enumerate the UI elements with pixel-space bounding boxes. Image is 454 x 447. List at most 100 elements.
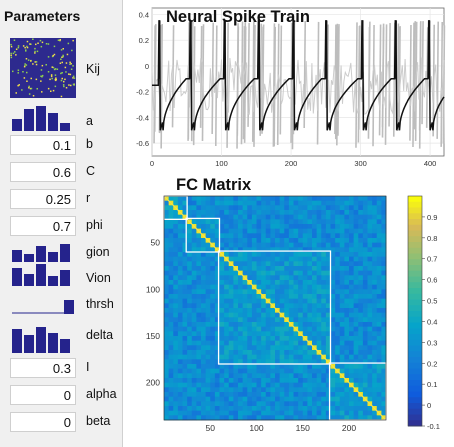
fc-cell — [214, 401, 220, 407]
fc-cell — [339, 242, 345, 248]
spike-train-plot[interactable]: 0.40.20-0.2-0.4-0.60 100 200 300 400 — [124, 0, 454, 176]
fc-cell — [372, 275, 378, 281]
fc-cell — [265, 322, 271, 328]
fc-cell — [196, 289, 202, 295]
fc-cell — [187, 345, 193, 351]
fc-cell — [307, 345, 313, 351]
fc-cell — [284, 308, 290, 314]
fc-cell — [168, 317, 174, 323]
fc-cell — [275, 242, 281, 248]
b-input[interactable]: 0.1 — [10, 135, 76, 155]
vion-histogram[interactable] — [10, 262, 76, 286]
fc-cell — [362, 275, 368, 281]
fc-cell — [228, 200, 234, 206]
phi-input[interactable]: 0.7 — [10, 216, 76, 236]
fc-cell — [307, 289, 313, 295]
fc-cell — [325, 214, 331, 220]
fc-cell — [270, 368, 276, 374]
fc-cell — [321, 228, 327, 234]
fc-cell — [376, 322, 382, 328]
fc-cell — [316, 364, 322, 370]
fc-cell — [265, 387, 271, 393]
a-histogram[interactable] — [10, 103, 76, 131]
fc-cell — [270, 214, 276, 220]
fc-cell — [228, 238, 234, 244]
fc-cell — [298, 294, 304, 300]
fc-cell — [293, 312, 299, 318]
fc-cell — [251, 406, 257, 412]
fc-cell — [164, 368, 170, 374]
fc-cell — [205, 252, 211, 258]
fc-cell — [205, 312, 211, 318]
fc-cell — [173, 284, 179, 290]
fc-cell — [335, 373, 341, 379]
fc-cell — [251, 382, 257, 388]
fc-cell — [205, 261, 211, 267]
fc-cell — [372, 298, 378, 304]
fc-cell — [381, 294, 387, 300]
fc-cell — [344, 382, 350, 388]
r-input[interactable]: 0.25 — [10, 189, 76, 209]
thrsh-histogram[interactable] — [10, 292, 76, 314]
fc-cell — [187, 256, 193, 262]
fc-cell — [224, 289, 230, 295]
fc-cell — [325, 196, 331, 202]
fc-cell — [362, 224, 368, 230]
fc-cell — [164, 326, 170, 332]
fc-cell — [247, 298, 253, 304]
fc-cell — [339, 350, 345, 356]
fc-cell — [279, 364, 285, 370]
kij-dot — [28, 93, 31, 95]
fc-cell — [214, 340, 220, 346]
fc-cell — [275, 247, 281, 253]
fc-cell — [325, 303, 331, 309]
fc-cell — [316, 261, 322, 267]
fc-cell — [210, 317, 216, 323]
fc-cell — [173, 345, 179, 351]
fc-cell — [321, 196, 327, 202]
kij-dot — [60, 49, 63, 51]
fc-cell — [293, 331, 299, 337]
fc-cell — [349, 345, 355, 351]
fc-cell — [302, 308, 308, 314]
delta-histogram[interactable] — [10, 323, 76, 353]
fc-cell — [376, 336, 382, 342]
fc-cell — [288, 350, 294, 356]
fc-cell — [372, 331, 378, 337]
fc-cell — [191, 200, 197, 206]
fc-cell — [288, 200, 294, 206]
c-input[interactable]: 0.6 — [10, 162, 76, 182]
fc-cell — [362, 331, 368, 337]
fc-cell — [335, 308, 341, 314]
fc-cell — [219, 368, 225, 374]
fc-cell — [164, 261, 170, 267]
fc-cell — [316, 336, 322, 342]
gion-histogram[interactable] — [10, 240, 76, 262]
fc-cell — [219, 247, 225, 253]
fc-cell — [302, 238, 308, 244]
alpha-input[interactable]: 0 — [10, 385, 76, 405]
thrsh-label: thrsh — [86, 297, 114, 311]
fc-cell — [224, 210, 230, 216]
fc-cell — [339, 326, 345, 332]
fc-cell — [362, 219, 368, 225]
fc-cell — [316, 317, 322, 323]
fc-cell — [219, 345, 225, 351]
fc-cell — [191, 303, 197, 309]
fc-cell — [362, 200, 368, 206]
fc-cell — [251, 242, 257, 248]
fc-cell — [325, 261, 331, 267]
beta-input[interactable]: 0 — [10, 412, 76, 432]
colorbar-segment — [408, 368, 422, 375]
fc-cell — [316, 415, 322, 421]
i-input[interactable]: 0.3 — [10, 358, 76, 378]
fc-cell — [251, 261, 257, 267]
fc-y-tick-label: 50 — [151, 238, 161, 248]
fc-cell — [325, 252, 331, 258]
kij-matrix-thumbnail[interactable] — [10, 38, 76, 98]
fc-cell — [325, 410, 331, 416]
fc-cell — [288, 205, 294, 211]
kij-dot — [55, 77, 57, 79]
fc-cell — [312, 289, 318, 295]
